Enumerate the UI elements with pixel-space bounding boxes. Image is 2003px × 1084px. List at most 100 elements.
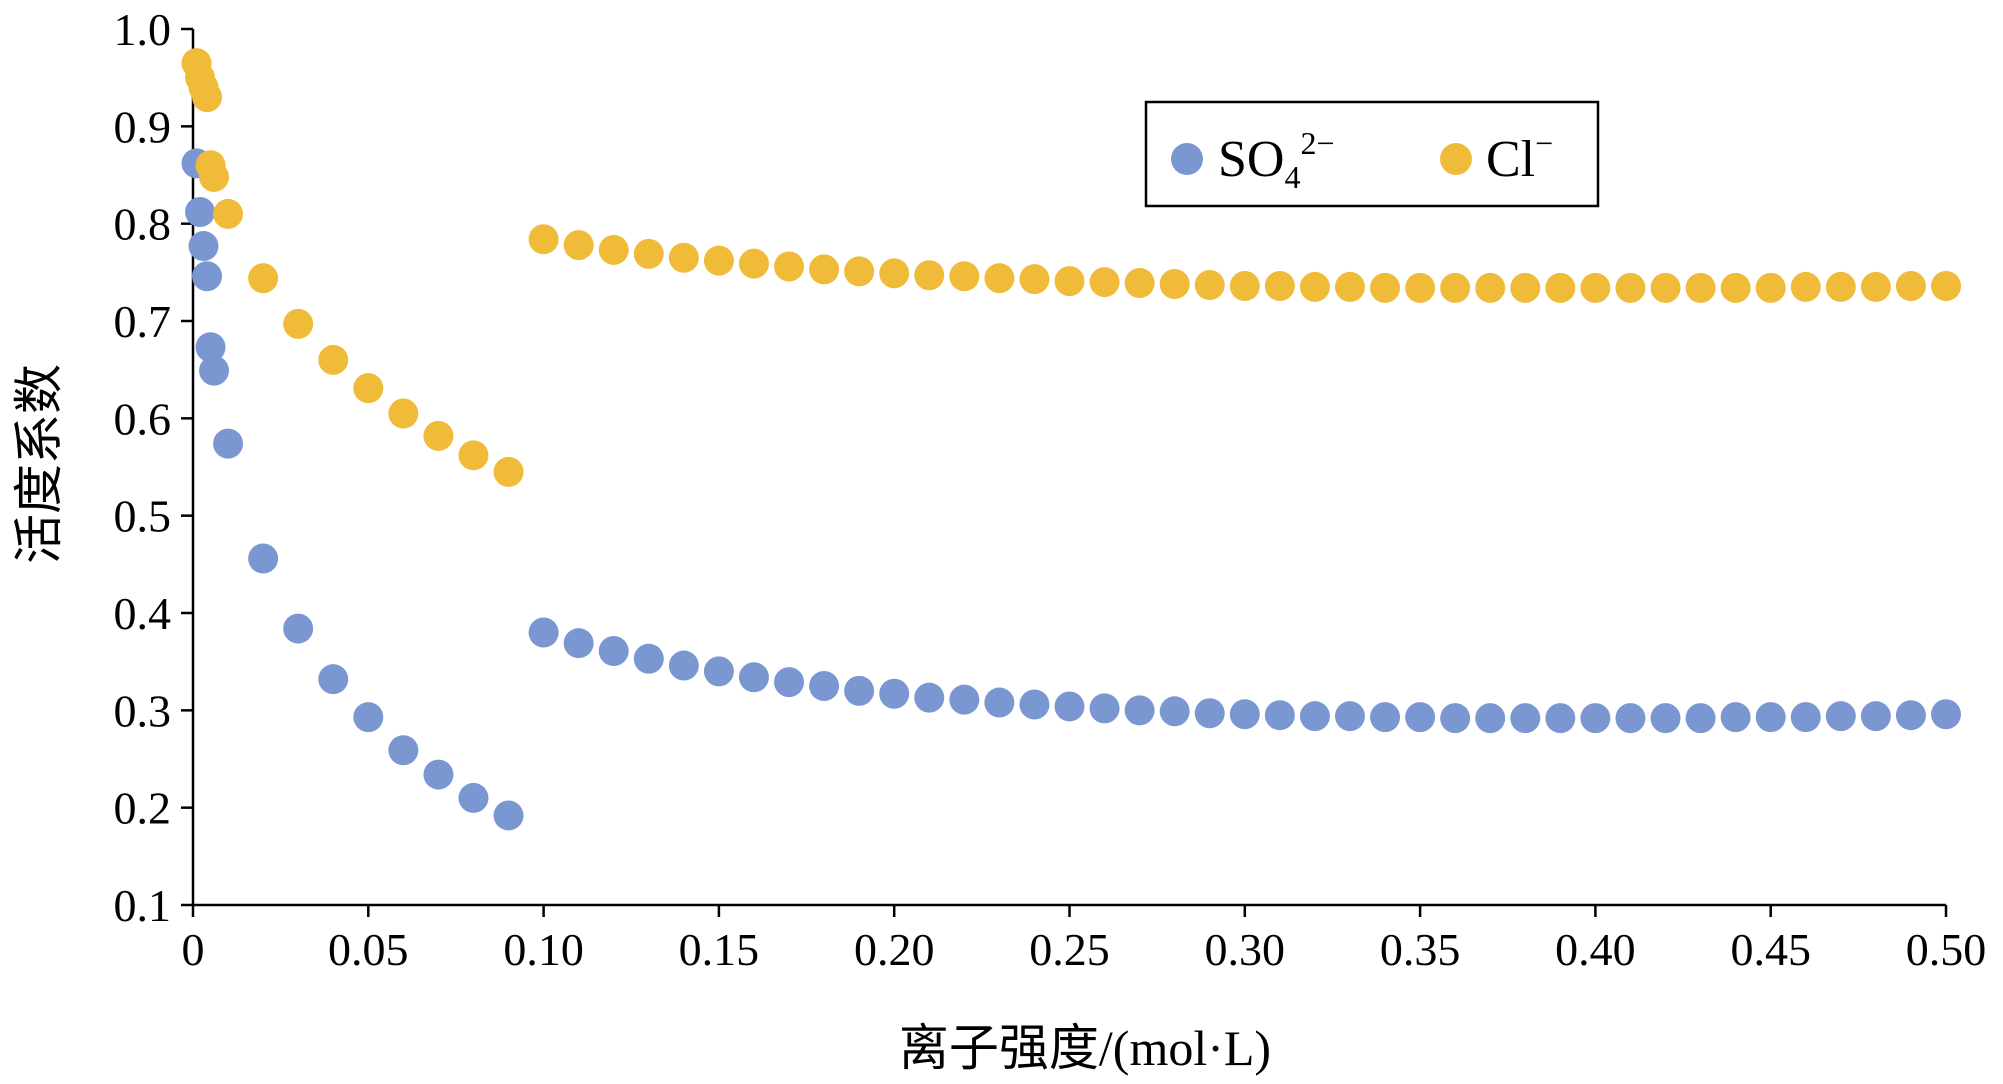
data-point bbox=[809, 671, 840, 701]
data-point bbox=[1054, 266, 1085, 297]
data-point bbox=[318, 344, 349, 375]
data-point bbox=[633, 238, 664, 269]
data-point bbox=[844, 256, 875, 287]
data-point bbox=[1370, 272, 1401, 303]
data-point bbox=[809, 254, 840, 285]
data-point bbox=[283, 613, 314, 644]
data-point bbox=[738, 662, 769, 693]
data-point bbox=[353, 373, 384, 404]
data-point bbox=[1685, 272, 1716, 303]
data-point bbox=[423, 420, 454, 451]
data-point bbox=[1475, 703, 1506, 734]
data-point bbox=[1159, 696, 1190, 727]
data-point bbox=[774, 667, 805, 698]
data-point bbox=[528, 224, 559, 255]
data-point bbox=[1440, 703, 1471, 734]
y-tick-label: 0.1 bbox=[114, 880, 172, 931]
data-points bbox=[181, 48, 1961, 831]
x-tick-label: 0.45 bbox=[1730, 924, 1811, 975]
y-tick-label: 0.4 bbox=[114, 588, 172, 639]
data-point bbox=[1299, 271, 1330, 302]
data-point bbox=[458, 782, 489, 813]
data-point bbox=[1860, 701, 1891, 732]
data-point bbox=[1650, 272, 1681, 303]
y-tick-label: 1.0 bbox=[114, 4, 172, 55]
x-tick-label: 0.20 bbox=[854, 924, 935, 975]
data-point bbox=[879, 258, 910, 289]
y-axis-title: 活度系数 bbox=[11, 364, 67, 564]
data-point bbox=[1299, 701, 1330, 732]
data-point bbox=[738, 248, 769, 279]
y-tick-label: 0.3 bbox=[114, 685, 172, 736]
data-point bbox=[1755, 702, 1786, 733]
y-tick-label: 0.6 bbox=[114, 393, 172, 444]
data-point bbox=[633, 643, 664, 674]
data-point bbox=[1860, 271, 1891, 302]
data-point bbox=[1825, 701, 1856, 732]
data-point bbox=[1194, 269, 1225, 300]
data-point bbox=[493, 456, 524, 487]
data-point bbox=[318, 664, 349, 695]
data-point bbox=[188, 231, 219, 262]
data-point bbox=[388, 735, 419, 766]
x-tick-label: 0.50 bbox=[1906, 924, 1987, 975]
data-point bbox=[458, 440, 489, 471]
data-point bbox=[528, 617, 559, 648]
data-point bbox=[668, 242, 699, 273]
data-point bbox=[353, 702, 384, 733]
y-tick-label: 0.7 bbox=[114, 296, 172, 347]
y-tick-label: 0.8 bbox=[114, 199, 172, 250]
data-point bbox=[1370, 702, 1401, 733]
data-point bbox=[1194, 698, 1225, 729]
data-point bbox=[248, 543, 279, 574]
data-point bbox=[1159, 269, 1190, 300]
data-point bbox=[984, 263, 1015, 294]
data-point bbox=[1089, 267, 1120, 298]
x-tick-label: 0.35 bbox=[1380, 924, 1461, 975]
data-point bbox=[1019, 689, 1050, 720]
data-point bbox=[914, 682, 945, 713]
data-point bbox=[1931, 270, 1961, 301]
data-point bbox=[185, 196, 216, 227]
data-point bbox=[1229, 270, 1260, 301]
data-point bbox=[1755, 272, 1786, 303]
data-point bbox=[1440, 272, 1471, 303]
data-point bbox=[1720, 702, 1751, 733]
data-point bbox=[1264, 700, 1295, 731]
data-point bbox=[949, 261, 980, 292]
data-point bbox=[1720, 272, 1751, 303]
series-1 bbox=[181, 48, 1961, 487]
x-tick-label: 0.05 bbox=[328, 924, 409, 975]
x-tick-label: 0.15 bbox=[679, 924, 760, 975]
data-point bbox=[949, 684, 980, 715]
data-point bbox=[1124, 268, 1155, 299]
data-point bbox=[1790, 702, 1821, 733]
data-point bbox=[1650, 703, 1681, 734]
data-point bbox=[1510, 703, 1541, 734]
data-point bbox=[1580, 703, 1611, 734]
data-point bbox=[192, 261, 223, 292]
data-point bbox=[1825, 271, 1856, 302]
data-point bbox=[1545, 703, 1576, 734]
data-point bbox=[879, 678, 910, 709]
data-point bbox=[1054, 691, 1085, 722]
x-tick-label: 0.25 bbox=[1029, 924, 1110, 975]
data-point bbox=[1405, 702, 1436, 733]
x-tick-label: 0 bbox=[182, 924, 205, 975]
data-point bbox=[199, 161, 230, 192]
data-point bbox=[283, 308, 314, 339]
data-point bbox=[774, 251, 805, 282]
data-point bbox=[703, 245, 734, 276]
data-point bbox=[1790, 271, 1821, 302]
legend-marker-so4 bbox=[1171, 143, 1203, 175]
y-tick-label: 0.2 bbox=[114, 783, 172, 834]
legend-label-so4: SO42− bbox=[1218, 125, 1335, 195]
axes: 0.1 0.2 0.3 0.4 0.5 0.6 0.7 0.8 0.9 1.0 0 0.05 0.10 0… bbox=[114, 4, 1987, 975]
data-point bbox=[248, 263, 279, 294]
data-point bbox=[1685, 703, 1716, 734]
data-point bbox=[1334, 271, 1365, 302]
data-point bbox=[388, 398, 419, 429]
data-point bbox=[1895, 270, 1926, 301]
data-point bbox=[213, 428, 244, 459]
